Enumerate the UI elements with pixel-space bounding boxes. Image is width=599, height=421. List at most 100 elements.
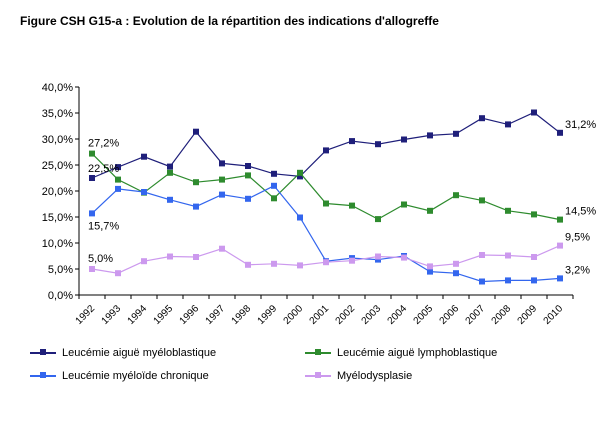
y-tick-label: 25,0% [42, 160, 73, 172]
data-point [141, 153, 147, 160]
data-point [115, 164, 121, 171]
data-point [297, 214, 303, 221]
data-point [531, 211, 537, 218]
x-tick-label: 1998 [230, 303, 254, 327]
x-tick-label: 1995 [152, 303, 176, 327]
chart-title: Figure CSH G15-a : Evolution de la répar… [20, 14, 439, 28]
x-tick-label: 2007 [464, 303, 488, 327]
x-tick-label: 2000 [282, 303, 306, 327]
legend-item-lmc: Leucémie myéloïde chronique [30, 368, 209, 384]
data-label: 14,5% [565, 206, 596, 218]
data-point [505, 277, 511, 284]
y-tick-label: 5,0% [48, 264, 73, 276]
data-point [531, 254, 537, 260]
data-point [349, 257, 355, 264]
data-point [505, 207, 511, 214]
y-tick-label: 15,0% [42, 212, 73, 224]
data-point [427, 263, 433, 270]
data-point [531, 109, 537, 116]
data-label: 22,5% [88, 163, 119, 175]
data-point [271, 260, 277, 267]
data-point [557, 242, 563, 249]
x-tick-label: 2010 [542, 303, 566, 327]
legend-item-lam: Leucémie aiguë myéloblastique [30, 345, 216, 361]
data-point [479, 252, 485, 258]
data-point [271, 195, 277, 202]
y-tick-label: 20,0% [42, 186, 73, 198]
data-point [245, 261, 251, 268]
data-point [453, 260, 459, 267]
data-point [167, 196, 173, 203]
legend-label-lal: Leucémie aiguë lymphoblastique [337, 347, 498, 359]
series-line-2 [91, 185, 561, 283]
data-point [505, 252, 511, 259]
legend-item-mds: Myélodysplasie [305, 368, 412, 384]
data-label: 9,5% [565, 232, 590, 244]
data-point [531, 277, 537, 284]
data-point [479, 197, 485, 204]
data-point [167, 163, 173, 170]
y-tick-label: 0,0% [48, 290, 73, 302]
data-point [505, 121, 511, 128]
data-point [375, 216, 381, 223]
x-tick-label: 1994 [126, 303, 150, 327]
data-point [297, 169, 303, 176]
y-tick-label: 35,0% [42, 108, 73, 120]
data-point [453, 270, 459, 277]
y-tick-label: 40,0% [42, 82, 73, 94]
x-tick-label: 2006 [438, 303, 462, 327]
data-point [297, 262, 303, 269]
data-point [193, 128, 199, 135]
legend-label-lmc: Leucémie myéloïde chronique [62, 370, 209, 382]
data-point [115, 185, 121, 192]
data-point [349, 138, 355, 145]
data-point [89, 150, 95, 157]
data-point [271, 170, 277, 177]
data-point [219, 160, 225, 167]
data-point [427, 207, 433, 214]
data-point [323, 259, 329, 266]
data-point [271, 182, 277, 189]
x-tick-label: 1992 [74, 303, 98, 327]
legend-swatch-lal [305, 348, 331, 358]
x-tick-label: 2001 [308, 303, 332, 327]
legend-swatch-lam [30, 348, 56, 358]
data-point [427, 132, 433, 139]
data-point [89, 210, 95, 217]
data-point [219, 176, 225, 183]
data-point [479, 115, 485, 122]
legend-label-lam: Leucémie aiguë myéloblastique [62, 347, 217, 359]
data-point [193, 254, 199, 260]
y-tick-label: 10,0% [42, 238, 73, 250]
data-point [375, 141, 381, 148]
data-point [375, 253, 381, 260]
data-point [557, 129, 563, 136]
data-point [193, 203, 199, 210]
data-point [219, 245, 225, 252]
x-tick-label: 2002 [334, 303, 358, 327]
x-tick-label: 1997 [204, 303, 228, 327]
data-point [115, 176, 121, 183]
legend-item-lal: Leucémie aiguë lymphoblastique [305, 345, 497, 361]
data-point [115, 270, 121, 277]
data-point [557, 216, 563, 223]
data-point [219, 191, 225, 198]
legend-swatch-mds [305, 371, 331, 381]
data-point [141, 189, 147, 195]
data-point [349, 202, 355, 209]
x-tick-label: 1999 [256, 303, 280, 327]
data-point [89, 175, 95, 181]
data-point [297, 173, 303, 180]
chart-legend: Leucémie aiguë myéloblastique Leucémie a… [30, 345, 590, 395]
legend-swatch-lmc [30, 371, 56, 381]
data-point [323, 147, 329, 154]
data-point [323, 200, 329, 207]
data-point [375, 256, 381, 263]
data-point [193, 179, 199, 186]
data-point [453, 192, 459, 199]
data-point [167, 253, 173, 260]
x-tick-label: 1993 [100, 303, 124, 327]
data-label: 15,7% [88, 220, 119, 232]
series-line-0 [91, 111, 561, 179]
